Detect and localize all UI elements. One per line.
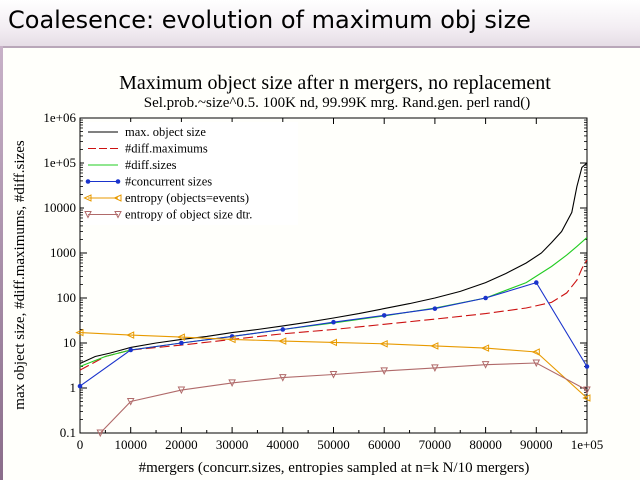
series-point [128, 347, 133, 353]
series-4 [77, 280, 590, 389]
series-point [584, 364, 590, 369]
legend-label: #diff.sizes [125, 158, 177, 172]
legend-label: #concurrent sizes [125, 175, 212, 189]
series-point [126, 398, 135, 406]
slide-left-accent [0, 46, 3, 480]
series-point [85, 179, 91, 184]
y-tick-label: 10000 [44, 200, 77, 215]
series-point [126, 331, 135, 339]
series-point [430, 342, 439, 350]
x-tick-label: 50000 [317, 437, 350, 452]
series-layer [75, 162, 591, 438]
slide-header: Coalesence: evolution of maximum obj siz… [0, 0, 640, 48]
series-point [176, 333, 185, 341]
legend-label: entropy of object size dtr. [125, 208, 252, 222]
chart-title: Maximum object size after n mergers, no … [119, 72, 551, 94]
series-point [328, 338, 337, 347]
series-point [280, 327, 286, 332]
series-point [331, 319, 336, 325]
series-point [531, 348, 540, 356]
y-tick-label: 10 [63, 335, 76, 350]
series-point [115, 179, 121, 184]
series-point [379, 340, 388, 348]
x-tick-label: 80000 [469, 437, 502, 452]
series-point [75, 328, 84, 337]
series-line [79, 259, 588, 371]
legend-label: entropy (objects=events) [125, 191, 249, 205]
series-point [83, 194, 92, 202]
x-tick-label: 70000 [419, 437, 452, 452]
series-point [84, 211, 92, 219]
series-line [99, 362, 588, 434]
series-3 [79, 237, 588, 368]
legend-label: #diff.maximums [125, 142, 208, 156]
series-point [228, 379, 236, 387]
series-point [583, 386, 591, 395]
series-point [278, 374, 287, 382]
series-line [79, 281, 588, 387]
series-point [381, 313, 387, 318]
series-point [480, 344, 490, 352]
y-tick-label: 1 [70, 380, 77, 395]
series-point [177, 386, 186, 395]
series-point [532, 359, 541, 368]
slide-title: Coalesence: evolution of maximum obj siz… [8, 6, 531, 34]
y-tick-label: 1000 [50, 245, 76, 260]
x-tick-label: 10000 [114, 437, 147, 452]
series-2 [79, 259, 588, 371]
x-tick-label: 0 [77, 437, 84, 452]
x-tick-label: 60000 [368, 437, 401, 452]
axis-layer: 0 10000 20000 30000 40000 50000 60000 70000 8000… [43, 110, 603, 452]
y-tick-label: 0.1 [60, 425, 76, 440]
series-point [227, 335, 236, 344]
series-point [77, 383, 83, 389]
series-5 [75, 328, 591, 402]
x-tick-label: 90000 [520, 437, 553, 452]
series-point [380, 367, 389, 376]
series-point [96, 429, 105, 438]
series-line [79, 332, 588, 399]
chart-subtitle: Sel.prob.~size^0.5. 100K nd, 99.99K mrg.… [144, 95, 530, 111]
plot-area [3, 48, 640, 480]
series-point [431, 364, 439, 372]
series-point [582, 394, 591, 402]
series-point [483, 295, 488, 301]
y-axis-label: max object size, #diff.maximums, #diff.s… [12, 140, 28, 410]
x-axis-label: #mergers (concurr.sizes, entropies sampl… [139, 460, 530, 476]
series-1 [79, 162, 588, 364]
y-tick-label: 100 [57, 290, 77, 305]
series-point [179, 340, 184, 346]
legend: max. object size #diff.maximums #diff.size… [83, 122, 298, 225]
series-point [534, 280, 539, 285]
x-tick-label: 30000 [216, 437, 249, 452]
series-point [114, 211, 122, 219]
x-tick-label: 20000 [165, 437, 198, 452]
legend-box [84, 122, 298, 225]
series-point [432, 306, 438, 311]
x-tick-label: 1e+05 [571, 437, 604, 452]
series-point [481, 361, 490, 369]
y-tick-label: 1e+06 [43, 110, 76, 125]
series-line [79, 237, 588, 368]
y-tick-label: 1e+05 [43, 155, 76, 170]
x-tick-label: 40000 [267, 437, 300, 452]
series-point [329, 370, 338, 379]
legend-label: max. object size [125, 125, 206, 139]
series-line [79, 162, 588, 364]
series-point [278, 337, 287, 345]
series-point [113, 194, 122, 202]
series-6 [96, 359, 591, 438]
